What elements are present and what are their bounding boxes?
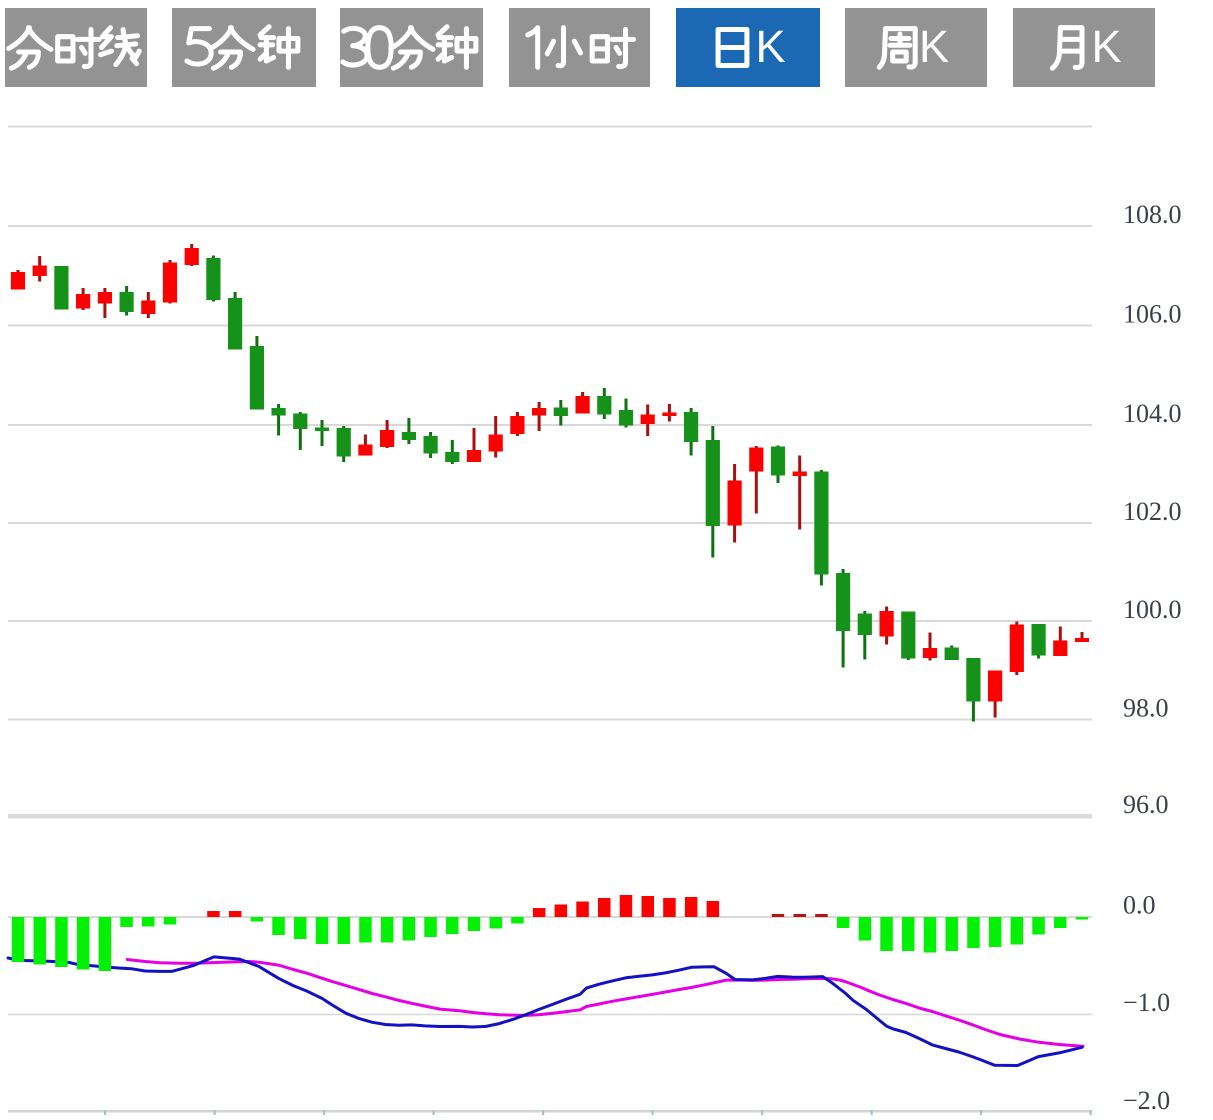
svg-text:0.0: 0.0 xyxy=(1123,891,1156,920)
svg-text:K: K xyxy=(1091,21,1121,72)
svg-text:100.0: 100.0 xyxy=(1123,595,1182,624)
svg-text:−2.0: −2.0 xyxy=(1123,1086,1170,1115)
svg-text:K: K xyxy=(755,21,785,72)
svg-text:104.0: 104.0 xyxy=(1123,399,1182,428)
svg-text:102.0: 102.0 xyxy=(1123,497,1182,526)
svg-text:98.0: 98.0 xyxy=(1123,694,1169,723)
svg-text:108.0: 108.0 xyxy=(1123,200,1182,229)
svg-text:96.0: 96.0 xyxy=(1123,790,1169,819)
svg-text:−1.0: −1.0 xyxy=(1123,988,1170,1017)
svg-text:106.0: 106.0 xyxy=(1123,300,1182,329)
svg-text:K: K xyxy=(919,21,949,72)
